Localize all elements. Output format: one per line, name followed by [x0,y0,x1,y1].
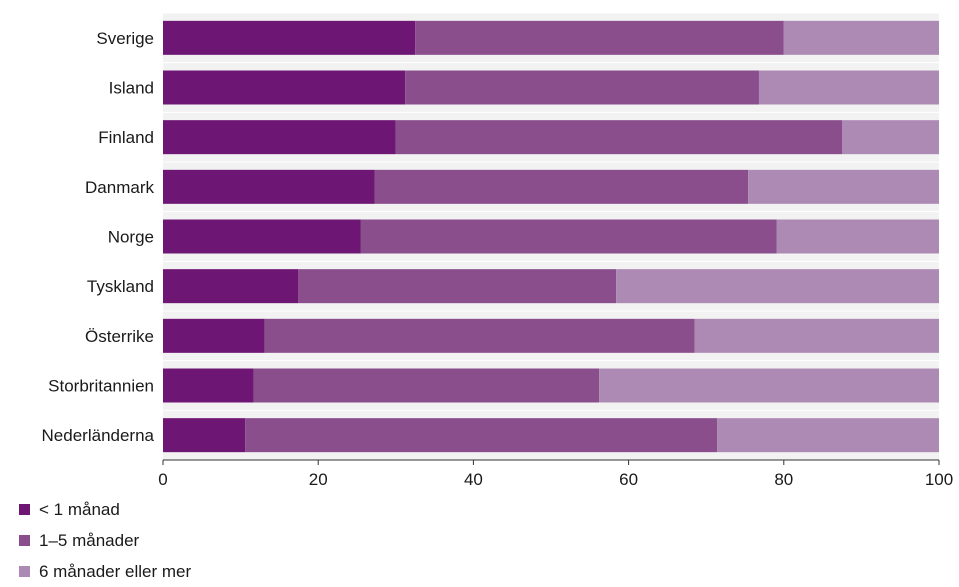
bar-segment [694,318,939,353]
category-label: Storbritannien [48,377,154,396]
bar-segment [163,120,396,155]
category-label: Finland [98,128,154,147]
bar-segment [783,20,939,55]
bar-segment [360,219,777,254]
legend-swatch [19,566,30,577]
bar-segment [163,70,406,105]
bar-segment [163,169,375,204]
legend-swatch [19,504,30,515]
bars [163,20,939,453]
bar-segment [748,169,939,204]
bar-segment [415,20,784,55]
bar-segment [758,70,939,105]
x-tick-label: 60 [619,470,638,489]
bar-segment [405,70,759,105]
category-label: Island [109,79,154,98]
bar-segment [163,418,246,453]
category-label: Norge [108,228,154,247]
bar-segment [776,219,939,254]
bar-segment [842,120,939,155]
bar-segment [616,269,939,304]
legend-label: 6 månader eller mer [39,561,192,581]
category-label: Nederländerna [42,426,155,445]
legend-item-6plus: 6 månader eller mer [19,556,191,587]
bar-segment [163,269,299,304]
legend-item-1-5: 1–5 månader [19,525,191,556]
x-tick-label: 20 [309,470,328,489]
bar-segment [599,368,939,403]
legend-item-lt1: < 1 månad [19,494,191,525]
bar-segment [717,418,939,453]
category-label: Österrike [85,327,154,346]
category-labels: Sverige Island Finland Danmark Norge Tyskland… [42,29,155,445]
x-tick-label: 80 [774,470,793,489]
bar-segment [395,120,842,155]
category-label: Tyskland [87,277,154,296]
category-label: Danmark [85,178,154,197]
bar-segment [245,418,718,453]
bar-segment [253,368,600,403]
x-tick-label: 100 [925,470,953,489]
legend-swatch [19,535,30,546]
category-label: Sverige [96,29,154,48]
bar-segment [163,318,265,353]
legend-label: 1–5 månader [39,530,140,550]
bar-segment [163,20,416,55]
legend-label: < 1 månad [39,499,120,519]
legend: < 1 månad 1–5 månader 6 månader eller me… [19,494,191,587]
x-tick-label: 40 [464,470,483,489]
bar-segment [374,169,749,204]
bar-segment [264,318,695,353]
x-tick-label: 0 [158,470,167,489]
bar-segment [163,219,361,254]
x-axis-ticks: 0 20 40 60 80 100 [158,460,953,489]
bar-segment [163,368,254,403]
bar-segment [298,269,617,304]
